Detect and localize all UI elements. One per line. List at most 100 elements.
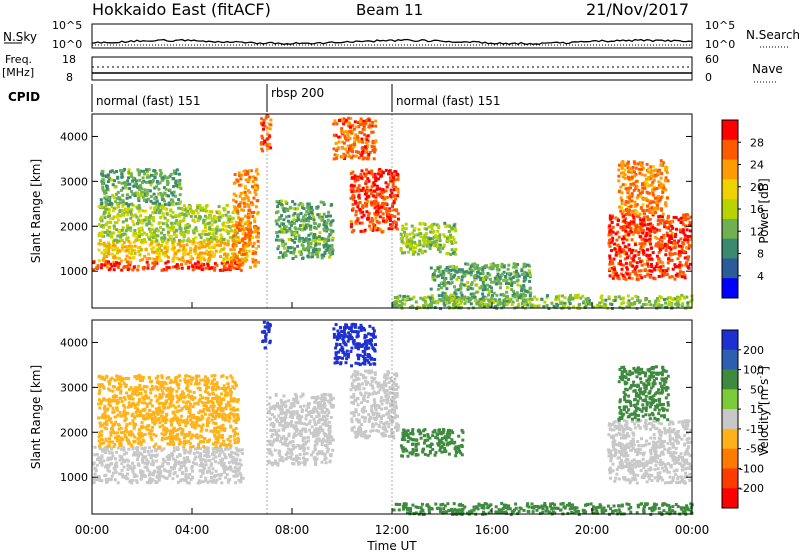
power-cell <box>221 238 225 241</box>
power-cell <box>651 251 655 255</box>
power-cell <box>346 150 350 154</box>
power-cell <box>385 210 389 213</box>
power-cell <box>151 235 155 239</box>
velocity-cell <box>196 451 200 455</box>
power-cell <box>528 271 532 275</box>
power-cell <box>371 194 375 198</box>
power-cell <box>632 258 635 262</box>
velocity-cell <box>189 422 193 426</box>
power-cell <box>365 194 369 198</box>
velocity-cell <box>103 413 107 417</box>
power-cell <box>423 299 427 303</box>
power-cell <box>639 222 643 226</box>
power-cell <box>127 168 131 172</box>
power-cell <box>650 183 653 187</box>
power-cell <box>452 275 456 279</box>
power-cell <box>305 210 309 214</box>
power-cell <box>260 117 264 121</box>
power-cell <box>351 129 354 133</box>
power-cell <box>186 266 190 270</box>
power-cell <box>150 242 153 245</box>
power-cell <box>618 305 622 309</box>
power-cell <box>329 228 333 232</box>
velocity-cell <box>228 446 232 450</box>
power-cell <box>651 193 655 197</box>
power-cell <box>489 290 493 294</box>
power-cell <box>568 298 572 301</box>
power-cell <box>365 145 369 149</box>
power-cell <box>641 241 645 245</box>
power-cell <box>228 218 232 221</box>
power-cell <box>464 262 468 266</box>
power-cell <box>607 233 611 237</box>
power-cell <box>132 223 136 227</box>
power-cell <box>650 206 654 210</box>
velocity-cell <box>206 398 210 402</box>
power-cell <box>245 220 249 224</box>
power-cell <box>657 215 661 219</box>
velocity-cell <box>197 479 201 483</box>
power-cell <box>116 256 120 260</box>
power-cell <box>173 221 177 225</box>
power-cell <box>253 217 257 221</box>
power-cell <box>467 271 471 275</box>
power-cell <box>680 248 684 252</box>
power-cell <box>106 220 110 224</box>
power-cell <box>343 157 346 160</box>
power-cell <box>247 209 251 212</box>
power-cell <box>144 248 148 252</box>
power-cell <box>487 293 490 297</box>
power-cell <box>335 156 339 160</box>
power-cell <box>457 296 461 300</box>
power-cell <box>225 203 229 207</box>
power-cell <box>174 194 177 198</box>
power-cell <box>656 243 660 247</box>
power-cell <box>459 286 463 290</box>
power-cell <box>237 241 241 244</box>
power-cell <box>609 228 613 232</box>
power-cell <box>416 252 420 256</box>
power-cell <box>621 163 625 167</box>
power-cell <box>209 236 213 240</box>
power-cell <box>673 297 677 301</box>
power-cell <box>377 221 381 225</box>
power-cell <box>390 227 394 231</box>
power-cell <box>283 242 287 246</box>
power-cell <box>366 179 370 183</box>
power-cell <box>192 231 196 235</box>
power-cell <box>374 226 378 230</box>
power-cell <box>215 225 219 229</box>
noise-right-tick-top: 10^5 <box>705 19 735 32</box>
power-cell <box>171 200 175 204</box>
power-cell <box>361 151 365 155</box>
power-cell <box>365 157 369 161</box>
power-cell <box>170 226 174 230</box>
power-cell <box>222 257 226 261</box>
power-cell <box>354 154 358 158</box>
power-cell <box>200 262 204 266</box>
velocity-cell <box>161 462 165 466</box>
power-cell <box>626 256 629 260</box>
power-cell <box>137 199 141 203</box>
velocity-cell <box>154 480 158 484</box>
power-cell <box>159 174 163 178</box>
power-cell <box>437 284 441 287</box>
power-cell <box>220 261 224 265</box>
power-cell <box>445 239 449 243</box>
velocity-cell <box>195 418 199 422</box>
power-cell <box>621 227 625 231</box>
power-cell <box>528 294 532 298</box>
power-cell <box>360 188 364 192</box>
power-cell <box>608 239 612 242</box>
power-cell <box>226 231 230 235</box>
power-cell <box>517 302 521 306</box>
power-cell <box>520 272 524 276</box>
velocity-cell <box>184 478 187 482</box>
power-cell <box>391 202 395 206</box>
power-cell <box>676 257 680 261</box>
power-cell <box>357 125 361 129</box>
power-cell <box>492 264 496 268</box>
power-cell <box>245 252 249 255</box>
power-cell <box>645 303 649 306</box>
power-cell <box>613 267 616 271</box>
